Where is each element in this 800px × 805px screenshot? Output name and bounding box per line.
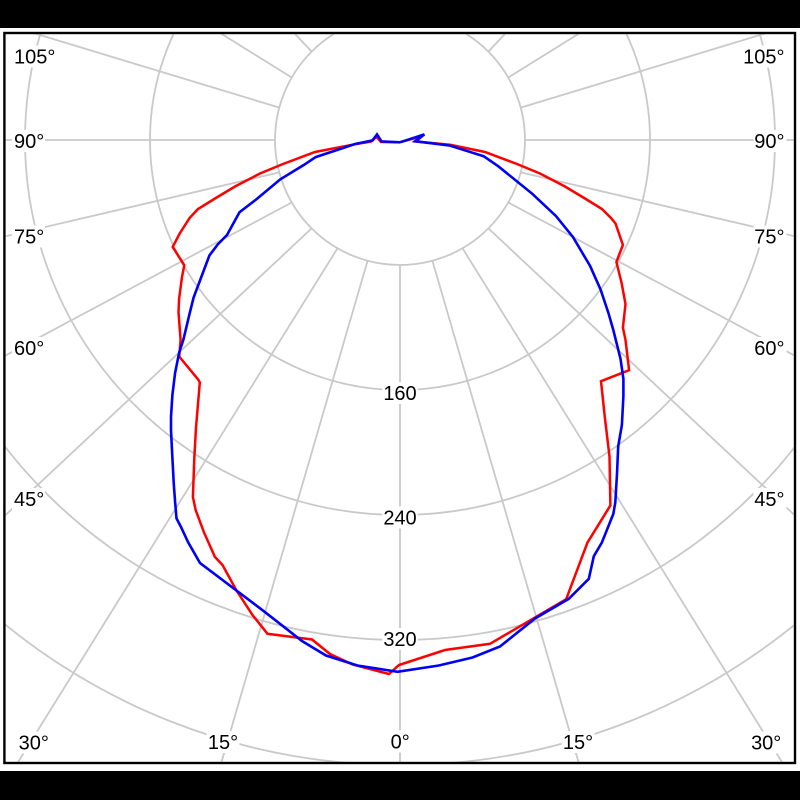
svg-text:240: 240 (383, 508, 416, 530)
svg-text:75°: 75° (14, 227, 44, 249)
svg-text:75°: 75° (754, 227, 784, 249)
svg-text:30°: 30° (19, 733, 49, 755)
svg-text:90°: 90° (754, 131, 784, 153)
svg-text:60°: 60° (14, 338, 44, 360)
svg-text:90°: 90° (14, 131, 44, 153)
svg-text:0°: 0° (391, 732, 410, 754)
svg-text:30°: 30° (751, 733, 781, 755)
svg-text:105°: 105° (743, 47, 784, 69)
svg-text:45°: 45° (754, 489, 784, 511)
svg-text:45°: 45° (14, 489, 44, 511)
svg-text:60°: 60° (754, 338, 784, 360)
svg-text:105°: 105° (14, 47, 55, 69)
svg-text:15°: 15° (208, 732, 238, 754)
svg-text:15°: 15° (563, 732, 593, 754)
svg-text:320: 320 (383, 629, 416, 651)
svg-text:160: 160 (383, 383, 416, 405)
